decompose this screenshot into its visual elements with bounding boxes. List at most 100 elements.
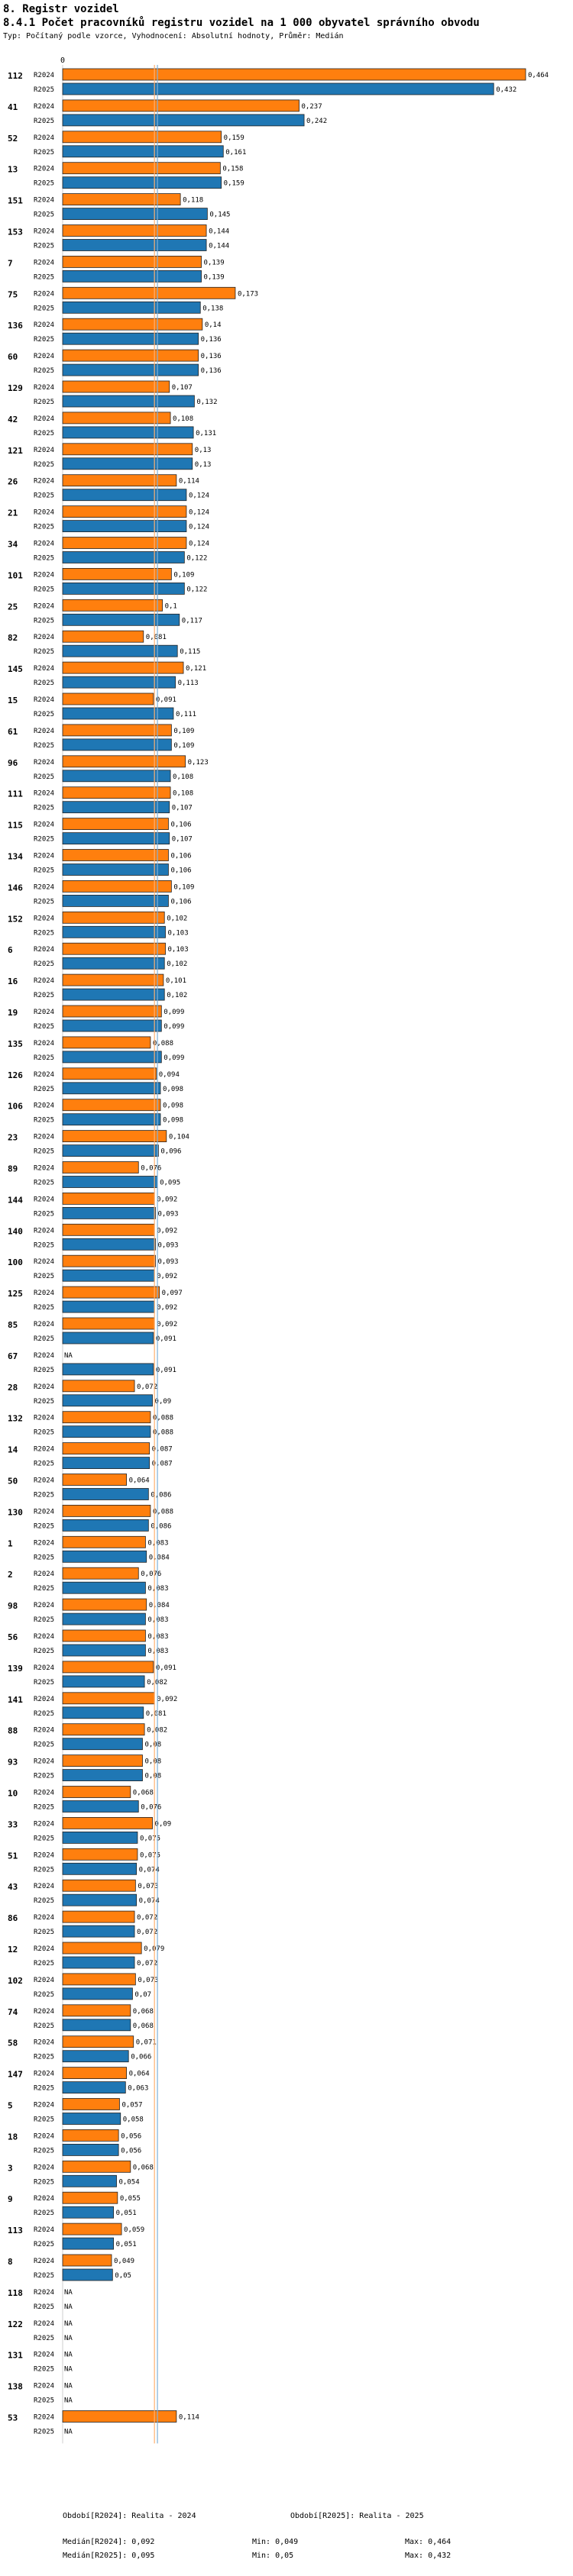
value-label-r2025: 0,432 [496,86,516,94]
bar-r2025 [62,2081,126,2094]
series-label-r2024: R2024 [34,1883,54,1890]
series-label-r2025: R2025 [34,211,54,219]
value-label-r2025: 0,242 [306,118,327,125]
bar-r2025 [62,1176,158,1188]
value-label-r2025: 0,124 [189,524,209,531]
value-label-r2025: 0,115 [180,648,200,656]
value-label-r2025: 0,072 [137,1929,157,1936]
series-label-r2024: R2024 [34,1040,54,1048]
series-label-r2025: R2025 [34,711,54,718]
value-label-r2024: 0,097 [162,1290,183,1297]
category-label: 111 [8,789,23,799]
footer-median-2024: Medián[R2024]: 0,092 [63,2538,155,2546]
value-label-r2025: NA [64,2335,73,2342]
value-label-r2025: 0,159 [224,180,244,188]
series-label-r2024: R2024 [34,634,54,641]
bar-r2025 [62,1269,155,1282]
series-label-r2024: R2024 [34,197,54,205]
series-label-r2025: R2025 [34,367,54,375]
category-label: 61 [8,727,18,737]
chart-title: 8.4.1 Počet pracovníků registru vozidel … [3,17,480,29]
series-label-r2024: R2024 [34,2039,54,2047]
bar-r2025 [62,114,305,127]
category-label: 14 [8,1445,18,1455]
series-label-r2024: R2024 [34,1508,54,1516]
series-label-r2025: R2025 [34,1554,54,1561]
bar-r2024 [62,724,172,737]
value-label-r2024: 0,056 [121,2132,141,2140]
bar-r2025 [62,1238,156,1251]
value-label-r2024: 0,091 [156,696,176,704]
series-label-r2025: R2025 [34,1273,54,1280]
value-label-r2024: 0,102 [167,915,187,922]
bar-r2025 [62,1519,149,1532]
bar-r2024 [62,911,165,924]
value-label-r2024: 0,081 [146,634,167,641]
series-label-r2024: R2024 [34,1977,54,1984]
series-label-r2025: R2025 [34,243,54,250]
category-label: 106 [8,1102,23,1112]
series-label-r2025: R2025 [34,180,54,188]
series-label-r2024: R2024 [34,415,54,423]
series-label-r2024: R2024 [34,353,54,360]
bar-r2025 [62,770,171,783]
value-label-r2025: 0,08 [144,1773,161,1780]
bar-r2025 [62,1394,153,1407]
value-label-r2024: 0,076 [141,1570,161,1578]
value-label-r2025: 0,092 [157,1304,177,1312]
bar-r2025 [62,1019,162,1032]
value-label-r2024: 0,114 [179,478,199,486]
bar-r2025 [62,1550,147,1563]
series-label-r2025: R2025 [34,960,54,968]
category-label: 25 [8,602,18,612]
value-label-r2024: 0,075 [140,1851,160,1859]
bar-r2024 [62,1442,151,1454]
bar-r2024 [62,786,171,799]
bar-r2024 [62,2160,131,2173]
category-label: 82 [8,633,18,643]
bar-r2024 [62,255,202,268]
series-label-r2024: R2024 [34,2102,54,2110]
bar-r2024 [62,99,299,112]
series-label-r2025: R2025 [34,1148,54,1156]
series-label-r2025: R2025 [34,1180,54,1187]
value-label-r2024: NA [64,2320,73,2328]
category-label: 139 [8,1664,23,1674]
series-label-r2025: R2025 [34,1054,54,1062]
series-label-r2024: R2024 [34,2352,54,2359]
bar-r2025 [62,1706,144,1719]
bar-r2025 [62,676,176,689]
category-label: 130 [8,1507,23,1517]
value-label-r2024: NA [64,1352,73,1360]
bar-r2024 [62,1161,139,1173]
value-label-r2025: NA [64,2429,73,2436]
value-label-r2024: 0,101 [166,977,186,985]
bar-r2025 [62,457,193,470]
value-label-r2025: 0,145 [209,211,230,219]
bar-r2024 [62,349,199,362]
bar-r2025 [62,2174,117,2187]
value-label-r2024: 0,099 [163,1009,184,1016]
value-label-r2024: 0,083 [147,1633,168,1641]
footer-median-2025: Medián[R2025]: 0,095 [63,2552,155,2560]
category-label: 118 [8,2288,23,2298]
series-label-r2024: R2024 [34,1352,54,1360]
value-label-r2024: 0,088 [153,1040,173,1048]
category-label: 147 [8,2070,23,2080]
value-label-r2025: 0,107 [172,805,193,812]
category-label: 151 [8,196,23,206]
chart-subtitle: Typ: Počítaný podle vzorce, Vyhodnocení:… [3,32,344,40]
category-label: 3 [8,2163,13,2173]
bar-r2024 [62,1130,167,1142]
value-label-r2025: 0,08 [144,1742,161,1749]
value-label-r2024: 0,094 [159,1071,180,1079]
bar-r2025 [62,270,202,282]
bar-r2025 [62,1644,146,1657]
series-label-r2025: R2025 [34,1679,54,1687]
bar-r2024 [62,1036,151,1049]
value-label-r2025: 0,102 [167,992,187,999]
bar-r2025 [62,1956,135,1969]
bar-r2024 [62,2004,131,2017]
series-label-r2025: R2025 [34,2054,54,2061]
value-label-r2024: 0,108 [173,415,193,423]
